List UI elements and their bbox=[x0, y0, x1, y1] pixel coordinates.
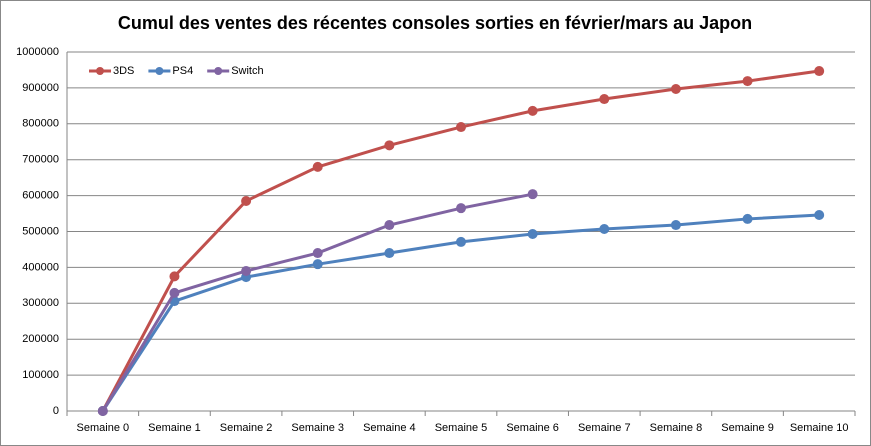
y-tick-label: 1000000 bbox=[16, 46, 59, 58]
legend-marker bbox=[155, 67, 164, 75]
x-tick-label: Semaine 6 bbox=[506, 422, 559, 434]
point bbox=[312, 259, 323, 270]
point bbox=[456, 203, 466, 214]
point bbox=[599, 223, 610, 234]
legend-label: Switch bbox=[231, 65, 263, 77]
point bbox=[169, 287, 180, 298]
point bbox=[384, 248, 395, 259]
point bbox=[527, 105, 538, 116]
legend-label: 3DS bbox=[113, 65, 134, 77]
point bbox=[527, 229, 538, 240]
y-tick-label: 800000 bbox=[22, 118, 59, 130]
point bbox=[241, 195, 252, 206]
x-tick-label: Semaine 9 bbox=[721, 422, 774, 434]
y-tick-label: 700000 bbox=[22, 154, 59, 166]
point bbox=[456, 122, 466, 133]
legend-marker bbox=[96, 67, 104, 75]
legend-label: PS4 bbox=[172, 65, 193, 77]
y-tick-label: 500000 bbox=[22, 225, 59, 237]
x-tick-label: Semaine 2 bbox=[220, 422, 273, 434]
y-tick-label: 600000 bbox=[22, 190, 59, 202]
y-tick-label: 300000 bbox=[22, 297, 59, 309]
x-tick-label: Semaine 1 bbox=[148, 422, 201, 434]
point bbox=[670, 83, 681, 94]
y-tick-label: 400000 bbox=[22, 261, 59, 273]
x-tick-label: Semaine 10 bbox=[790, 422, 849, 434]
x-tick-label: Semaine 3 bbox=[291, 422, 344, 434]
point bbox=[527, 189, 538, 200]
point bbox=[384, 140, 395, 151]
point bbox=[742, 76, 753, 87]
x-tick-label: Semaine 0 bbox=[77, 422, 130, 434]
x-tick-label: Semaine 8 bbox=[650, 422, 703, 434]
x-tick-label: Semaine 5 bbox=[435, 422, 488, 434]
point bbox=[814, 66, 825, 77]
x-tick-label: Semaine 7 bbox=[578, 422, 631, 434]
point bbox=[670, 220, 681, 231]
point bbox=[599, 94, 610, 105]
point bbox=[456, 236, 466, 247]
y-tick-label: 200000 bbox=[22, 333, 59, 345]
y-tick-label: 900000 bbox=[22, 82, 59, 94]
y-tick-label: 0 bbox=[53, 405, 59, 417]
y-tick-label: 100000 bbox=[22, 369, 59, 381]
point bbox=[742, 213, 753, 224]
point bbox=[384, 220, 395, 231]
x-tick-label: Semaine 4 bbox=[363, 422, 416, 434]
point bbox=[241, 265, 252, 276]
legend-marker bbox=[214, 67, 223, 75]
point bbox=[97, 406, 108, 416]
point bbox=[312, 161, 323, 172]
point bbox=[814, 209, 825, 220]
point bbox=[169, 271, 180, 282]
chart-title: Cumul des ventes des récentes consoles s… bbox=[118, 13, 752, 33]
point bbox=[312, 248, 323, 259]
